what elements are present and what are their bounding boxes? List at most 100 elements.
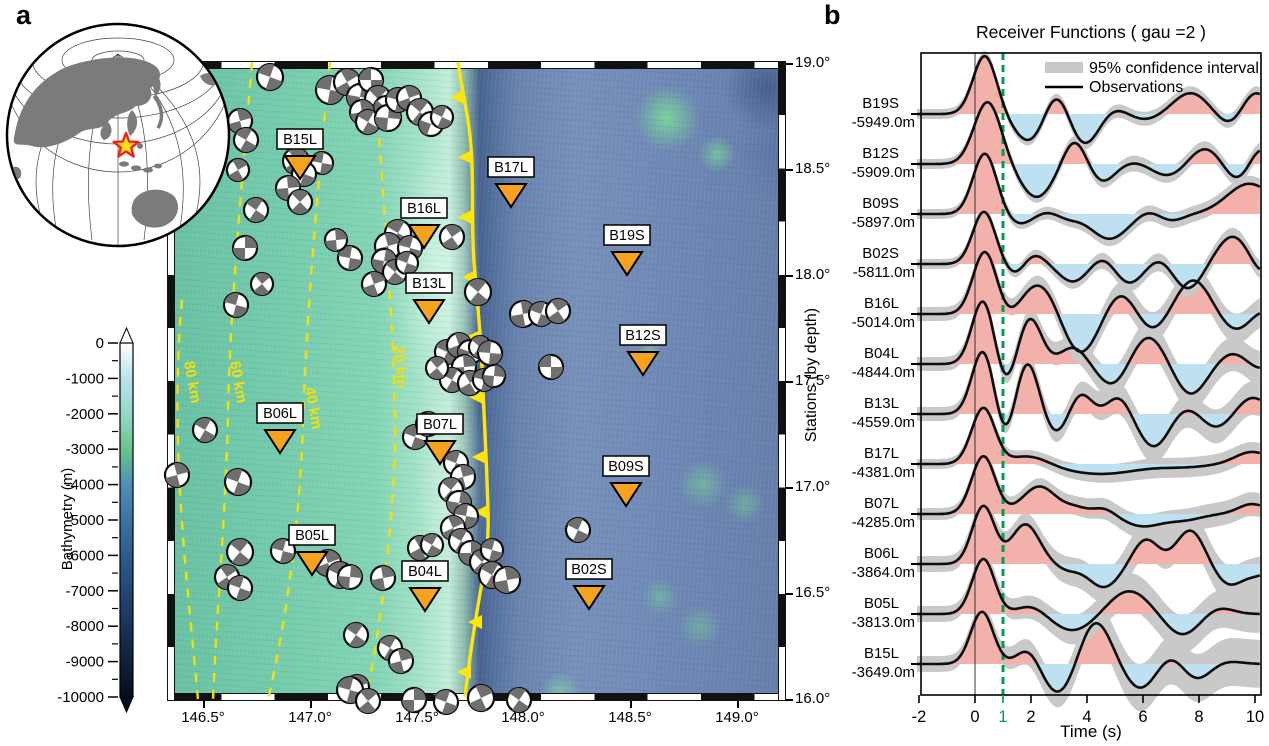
station-marker-B13L: B13L [405, 272, 453, 325]
map-lon-tick-label: 147.5° [395, 709, 439, 726]
legend-ci-swatch [1045, 62, 1083, 73]
receiver-functions-plot: B19S -5949.0m B12S -5909.0m B09S -5897.0m B02S… [852, 51, 1264, 726]
rf-station-depth: -4844.0m [852, 364, 915, 381]
station-label-box [603, 224, 651, 246]
rf-x-tick-label: 0 [970, 708, 979, 726]
station-label-box [401, 560, 449, 582]
focal-mechanism-beachball [336, 563, 364, 591]
globe-continents [9, 57, 222, 238]
map-border-left [168, 62, 174, 700]
station-label-box [487, 156, 535, 178]
rf-waveform-B09S [917, 152, 1261, 240]
station-label: B13L [412, 276, 446, 292]
rf-positive-fill-B06L [921, 505, 1260, 564]
colorbar-tick-label: -6000 [66, 547, 104, 564]
rf-x-tick-label: -2 [912, 708, 927, 726]
focal-mechanism-beachball [419, 532, 445, 558]
focal-mechanism-beachball [479, 537, 505, 563]
rf-x-tick-label: 4 [1082, 708, 1091, 726]
station-triangle-icon [407, 224, 441, 250]
rf-confidence-band-B12S [917, 97, 1260, 203]
focal-mechanism-beachball [369, 564, 397, 592]
study-area-star [112, 131, 140, 158]
rf-negative-fill-B19S [921, 114, 1260, 143]
station-triangle-icon [610, 251, 644, 277]
rf-positive-fill-B02S [921, 211, 1260, 264]
focal-mechanism-beachball [481, 363, 507, 389]
focal-mechanism-beachball [400, 686, 428, 714]
station-triangle-icon [626, 351, 660, 377]
station-triangle-icon [609, 482, 643, 508]
rf-waveform-B17L [917, 406, 1261, 476]
map-lat-tick [785, 169, 793, 171]
rf-station-name: B16L [864, 295, 899, 312]
rf-positive-fill-B17L [921, 407, 1260, 464]
station-marker-B16L: B16L [400, 197, 448, 250]
colorbar-tick-label: 0 [96, 335, 104, 352]
focal-mechanism-beachball [564, 516, 592, 544]
colorbar-tick-label: -10000 [57, 689, 104, 706]
rf-station-depth: -4559.0m [852, 414, 915, 431]
depth-contour-label: 80 km [180, 360, 204, 405]
trench-tooth [468, 615, 482, 629]
rf-station-depth: -3813.0m [852, 614, 915, 631]
focal-mechanism-beachball [360, 270, 388, 298]
trench-tooth [458, 150, 472, 164]
map-lat-tick-label: 18.5° [795, 160, 831, 177]
rf-station-name: B02S [862, 245, 899, 262]
station-label-box [565, 558, 613, 580]
focal-mechanism-beachball [508, 299, 538, 329]
rf-waveform-B16L [917, 250, 1261, 353]
colorbar-tick-label: -4000 [66, 477, 104, 494]
depth-contour-label: 40 km [301, 386, 325, 431]
rf-station-depth: -5014.0m [852, 314, 915, 331]
station-label: B17L [494, 160, 528, 176]
colorbar-tick-label: -9000 [66, 654, 104, 671]
map-lon-tick [310, 700, 312, 708]
rf-positive-fill-B12S [921, 102, 1260, 164]
station-marker-B07L: B07L [416, 413, 464, 466]
map-lat-tick-label: 17.5° [795, 372, 831, 389]
rf-positive-fill-B07L [921, 456, 1260, 514]
focal-mechanism-beachball [387, 647, 415, 675]
focal-mechanism-beachball [309, 150, 335, 176]
station-label: B16L [407, 201, 441, 217]
rf-station-name: B04L [864, 345, 899, 362]
legend-obs-label: Observations [1089, 79, 1183, 96]
station-marker-B05L: B05L [288, 524, 336, 577]
rf-waveform-B15L [917, 610, 1260, 693]
colorbar-tick-label: -2000 [66, 406, 104, 423]
rf-waveform-B02S [917, 210, 1261, 290]
focal-mechanism-beachball [342, 621, 370, 649]
rf-x-tick-label: 1 [998, 708, 1007, 726]
rf-station-depth: -5897.0m [852, 214, 915, 231]
map-lon-tick-label: 148.0° [501, 709, 545, 726]
colorbar-tick-label: -3000 [66, 441, 104, 458]
globe-inset [5, 22, 231, 248]
focal-mechanism-beachball [232, 126, 260, 154]
focal-mechanism-beachball [255, 62, 285, 92]
station-marker-B15L: B15L [276, 128, 324, 181]
station-triangle-icon [423, 440, 457, 466]
station-label: B15L [283, 132, 317, 148]
rf-negative-fill-B05L [921, 614, 1260, 635]
map-lat-tick-label: 16.5° [795, 584, 831, 601]
station-triangle-icon [283, 155, 317, 181]
focal-mechanism-beachball [231, 234, 259, 262]
rf-station-depth: -5949.0m [852, 114, 915, 131]
focal-mechanism-beachball [225, 537, 255, 567]
rf-positive-fill-B13L [921, 352, 1260, 414]
rf-station-name: B07L [864, 495, 899, 512]
station-marker-B17L: B17L [487, 156, 535, 209]
rf-positive-fill-B09S [921, 153, 1260, 214]
rf-station-name: B12S [862, 145, 899, 162]
map-lat-tick-label: 17.0° [795, 478, 831, 495]
focal-mechanism-beachball [424, 355, 450, 381]
map-lon-tick-label: 149.0° [715, 709, 759, 726]
trench-tooth [469, 390, 483, 404]
focal-mechanism-beachball [225, 157, 251, 183]
focal-mechanism-beachball [432, 688, 460, 716]
rf-negative-fill-B07L [921, 514, 1260, 527]
focal-mechanism-beachball [226, 574, 254, 602]
focal-mechanism-beachball [354, 687, 382, 715]
